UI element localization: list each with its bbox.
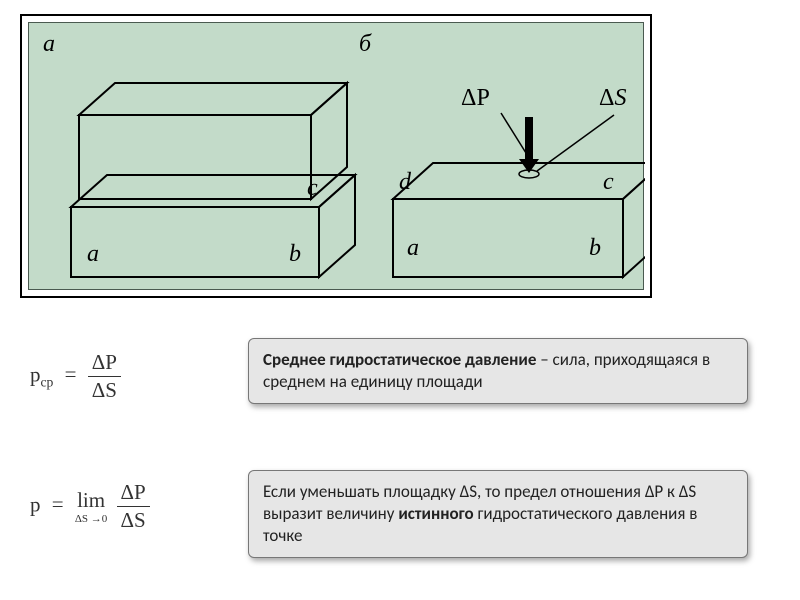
left-a-label: a bbox=[87, 241, 99, 268]
right-c-label: c bbox=[603, 169, 614, 196]
left-c-label: c bbox=[307, 175, 318, 202]
diagram-svg bbox=[29, 23, 645, 291]
diagram-panel: а б c a b d c a b ΔΔPP ΔS bbox=[28, 22, 644, 290]
callout1-bold: Среднее гидростатическое давление bbox=[263, 349, 536, 370]
formula-average-pressure: pср = ΔP ΔS bbox=[30, 350, 121, 403]
right-a-label: a bbox=[407, 235, 419, 262]
delta-s-label: ΔS bbox=[599, 85, 626, 112]
left-b-label: b bbox=[289, 241, 301, 268]
callout2-bold: истинного bbox=[398, 503, 473, 524]
panel-a-label: а bbox=[43, 31, 55, 58]
right-d-label: d bbox=[399, 169, 411, 196]
formula-true-pressure: p = lim ΔS →0 ΔP ΔS bbox=[30, 480, 150, 533]
panel-b-label: б bbox=[359, 31, 371, 58]
right-b-label: b bbox=[589, 235, 601, 262]
callout-average-pressure: Среднее гидростатическое давление – сила… bbox=[248, 338, 748, 404]
delta-p-label: ΔΔPP bbox=[461, 85, 490, 112]
callout-true-pressure: Если уменьшать площадку ΔS, то предел от… bbox=[248, 470, 748, 558]
